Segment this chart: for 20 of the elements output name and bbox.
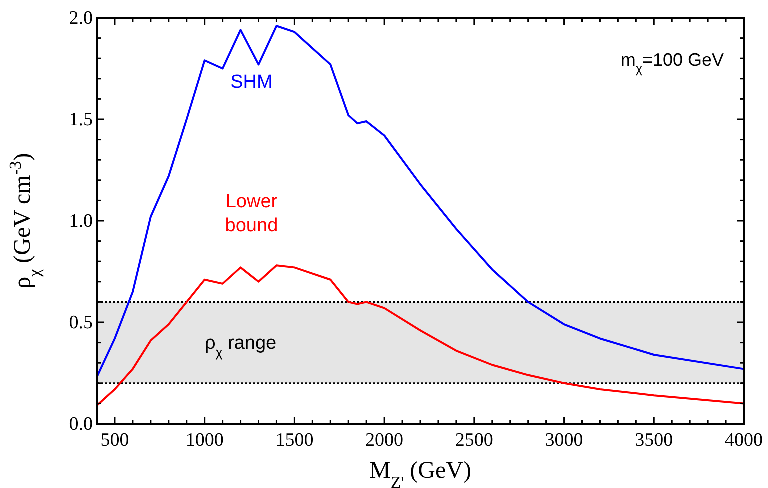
series-label: SHM <box>230 72 273 94</box>
x-tick-label: 3000 <box>545 430 584 451</box>
x-tick-label: 2500 <box>455 430 494 451</box>
x-axis-title: M$_{Z'}$ (GeV) <box>370 458 472 488</box>
x-tick-label: 2000 <box>366 430 404 451</box>
annotation: m$_{χ}$=100 GeV <box>620 50 724 76</box>
y-tick-label: 0.5 <box>69 312 93 334</box>
line-series <box>96 264 745 407</box>
band-label: ρ$_{χ}$ range <box>204 332 277 360</box>
line-series <box>96 25 745 378</box>
y-tick-label: 1.0 <box>69 211 93 232</box>
y-tick-label: 1.5 <box>69 110 93 130</box>
x-tick-label: 3500 <box>635 430 674 451</box>
x-tick-label: 4000 <box>725 430 763 451</box>
series-label: Lower bound <box>225 192 278 237</box>
x-tick-label: 1000 <box>186 430 224 451</box>
x-tick-label: 1500 <box>276 430 314 451</box>
y-tick-label: 2.0 <box>69 8 93 29</box>
x-tick-label: 500 <box>100 430 130 451</box>
y-tick-label: 0.0 <box>69 414 93 435</box>
